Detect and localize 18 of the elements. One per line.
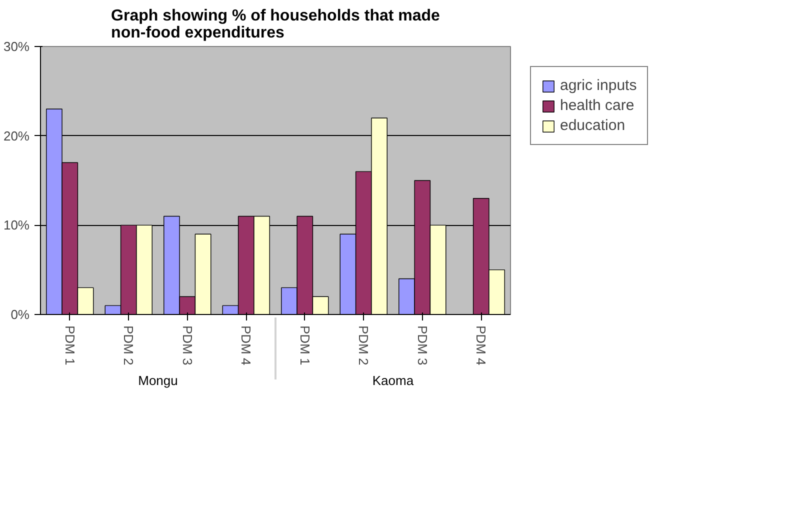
text: Mongu xyxy=(138,373,178,388)
x-tick-label: PDM 3 xyxy=(180,326,195,366)
legend-label: agric inputs xyxy=(560,77,637,94)
text: Kaoma xyxy=(372,373,414,388)
x-tick-label: PDM 1 xyxy=(62,326,78,366)
y-tick-label: 30% xyxy=(3,39,30,54)
x-tick-label: PDM 2 xyxy=(121,326,136,366)
x-tick-label: PDM 4 xyxy=(474,326,489,366)
x-tick-label: PDM 4 xyxy=(238,326,254,366)
x-tick-label: PDM 3 xyxy=(414,326,430,366)
y-tick-label: 10% xyxy=(3,218,30,233)
x-tick-label: PDM 1 xyxy=(297,326,312,366)
x-tick-label: PDM 2 xyxy=(356,326,372,366)
y-tick-label: 0% xyxy=(10,307,30,322)
legend-label: education xyxy=(560,117,626,134)
y-tick-label: 20% xyxy=(3,128,30,144)
chart-title: Graph showing % of households that made non-food expenditures xyxy=(111,8,440,42)
legend-label: health care xyxy=(560,97,634,114)
